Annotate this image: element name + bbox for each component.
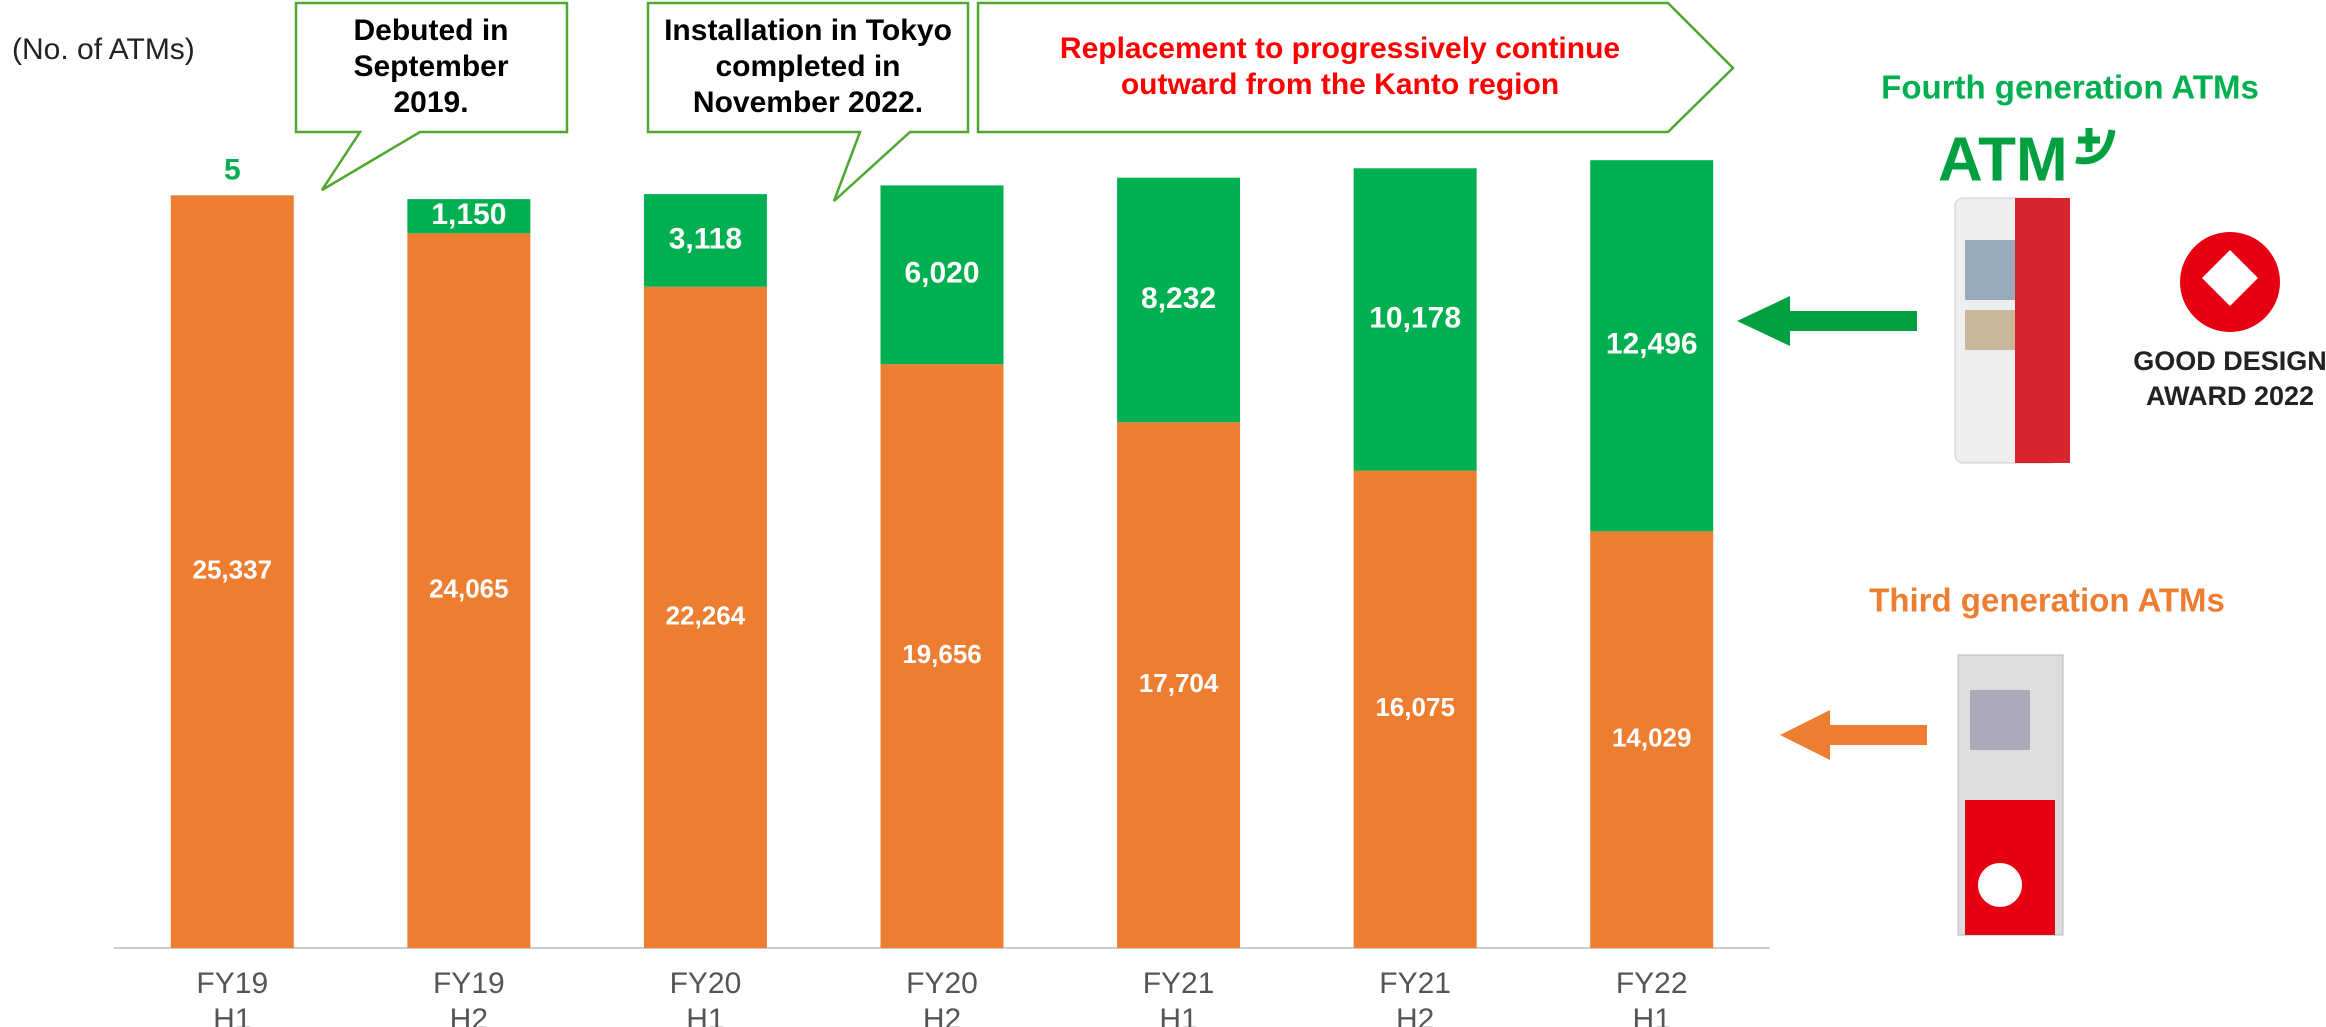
data-label: 8,232 — [1141, 282, 1216, 315]
pointer-arrow — [1737, 296, 1917, 346]
data-label: 3,118 — [669, 222, 742, 255]
data-label: 6,020 — [904, 257, 979, 290]
chart: (No. of ATMs) Debuted inSeptember2019. I… — [0, 0, 2326, 1027]
fourth-gen-atm-image — [1955, 198, 2070, 463]
data-label: 16,075 — [1375, 692, 1455, 722]
data-label: 17,704 — [1139, 668, 1219, 698]
legend-label: Fourth generation ATMs — [1881, 69, 2259, 106]
atm-logo: ATM — [1938, 125, 2068, 194]
data-label: 14,029 — [1612, 723, 1692, 753]
data-label: 10,178 — [1369, 301, 1461, 334]
data-label: 19,656 — [902, 639, 982, 669]
award-text: AWARD 2022 — [2146, 381, 2314, 411]
legend-label: Third generation ATMs — [1869, 582, 2225, 619]
data-label: 25,337 — [193, 555, 273, 585]
data-label: 5 — [224, 153, 241, 186]
third-gen-atm-image — [1958, 655, 2063, 935]
unit-label: (No. of ATMs) — [12, 33, 195, 66]
data-label: 1,150 — [431, 198, 506, 231]
data-label: 12,496 — [1606, 328, 1698, 361]
pointer-arrow — [1780, 710, 1927, 760]
data-label: 24,065 — [429, 574, 509, 604]
award-text: GOOD DESIGN — [2133, 346, 2326, 376]
data-label: 22,264 — [666, 600, 746, 630]
atm-logo-plus — [2076, 128, 2112, 161]
